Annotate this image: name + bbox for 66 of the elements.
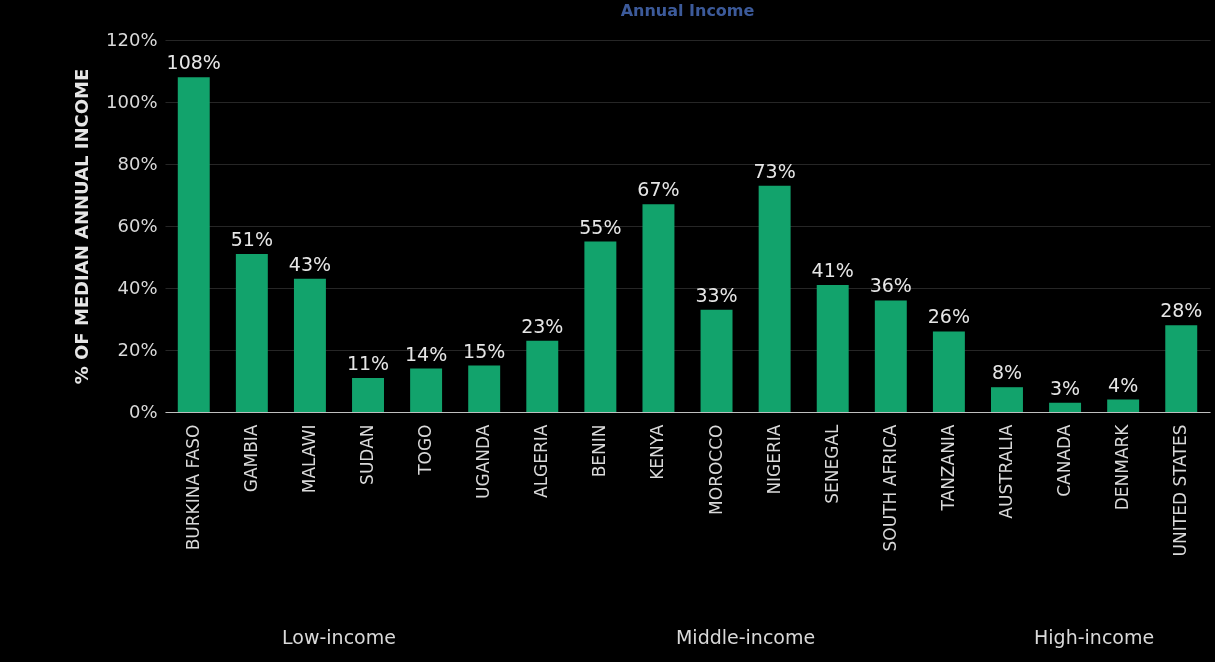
bar [816,284,849,412]
data-label: 26% [927,305,971,328]
bar [758,185,791,412]
x-tick-label: NIGERIA [763,424,784,495]
bar [1049,402,1082,412]
x-tick-label: BURKINA FASO [182,424,203,551]
bar [293,278,326,412]
x-tick-label: GAMBIA [240,424,261,493]
data-label: 43% [288,252,332,275]
data-label: 3% [1049,376,1081,399]
bar [991,387,1023,412]
text: Low-income [282,626,396,648]
y-tick-label: 80% [117,152,158,174]
data-label: 14% [404,342,448,365]
data-label: 8% [991,361,1023,384]
bar [177,77,210,412]
y-tick-label: 60% [117,214,158,236]
x-tick-label: CANADA [1054,424,1075,497]
x-tick-label: SUDAN [357,424,378,485]
bar [642,204,675,412]
bar [526,340,559,412]
bar [700,309,733,412]
y-tick-label: 120% [106,28,158,50]
data-label: 4% [1108,373,1139,396]
x-tick-label: MOROCCO [705,424,726,515]
bar [1165,325,1198,412]
x-tick-label: UNITED STATES [1170,424,1191,557]
text: High-income [1034,626,1155,648]
chart-title: Annual Income [620,1,755,20]
x-tick-label: UGANDA [473,424,494,499]
x-tick-label: TANZANIA [937,424,958,512]
bar [932,331,965,412]
data-label: 15% [463,339,506,362]
bar [584,241,617,412]
data-label: 41% [811,258,854,281]
x-tick-label: MALAWI [298,424,319,494]
data-label: 73% [753,159,796,182]
data-label: 33% [695,283,738,306]
bar [235,253,268,412]
data-label: 55% [579,215,622,238]
bar [410,368,443,412]
y-tick-label: 100% [106,90,158,112]
x-tick-label: TOGO [415,424,436,476]
data-label: 108% [166,51,221,74]
y-tick-label: 20% [117,338,158,360]
bar [874,300,907,412]
data-label: 67% [637,178,680,201]
x-tick-label: DENMARK [1112,423,1133,511]
data-label: 11% [346,351,390,374]
bar [468,365,501,412]
x-tick-label: AUSTRALIA [995,424,1016,519]
data-label: 28% [1160,299,1203,322]
y-axis-title: % OF MEDIAN ANNUAL INCOME [71,68,93,385]
x-tick-label: BENIN [589,424,610,478]
text: Middle-income [675,626,816,648]
x-tick-label: SENEGAL [821,423,842,504]
x-tick-label: KENYA [647,424,668,480]
data-label: 36% [869,274,912,297]
y-tick-label: 0% [128,400,158,422]
x-tick-label: ALGERIA [531,424,552,498]
x-tick-label: SOUTH AFRICA [879,424,900,552]
y-tick-label: 40% [117,276,158,298]
data-label: 23% [521,314,564,337]
data-label: 51% [230,227,273,250]
bar [352,377,384,412]
bar [1107,399,1140,412]
